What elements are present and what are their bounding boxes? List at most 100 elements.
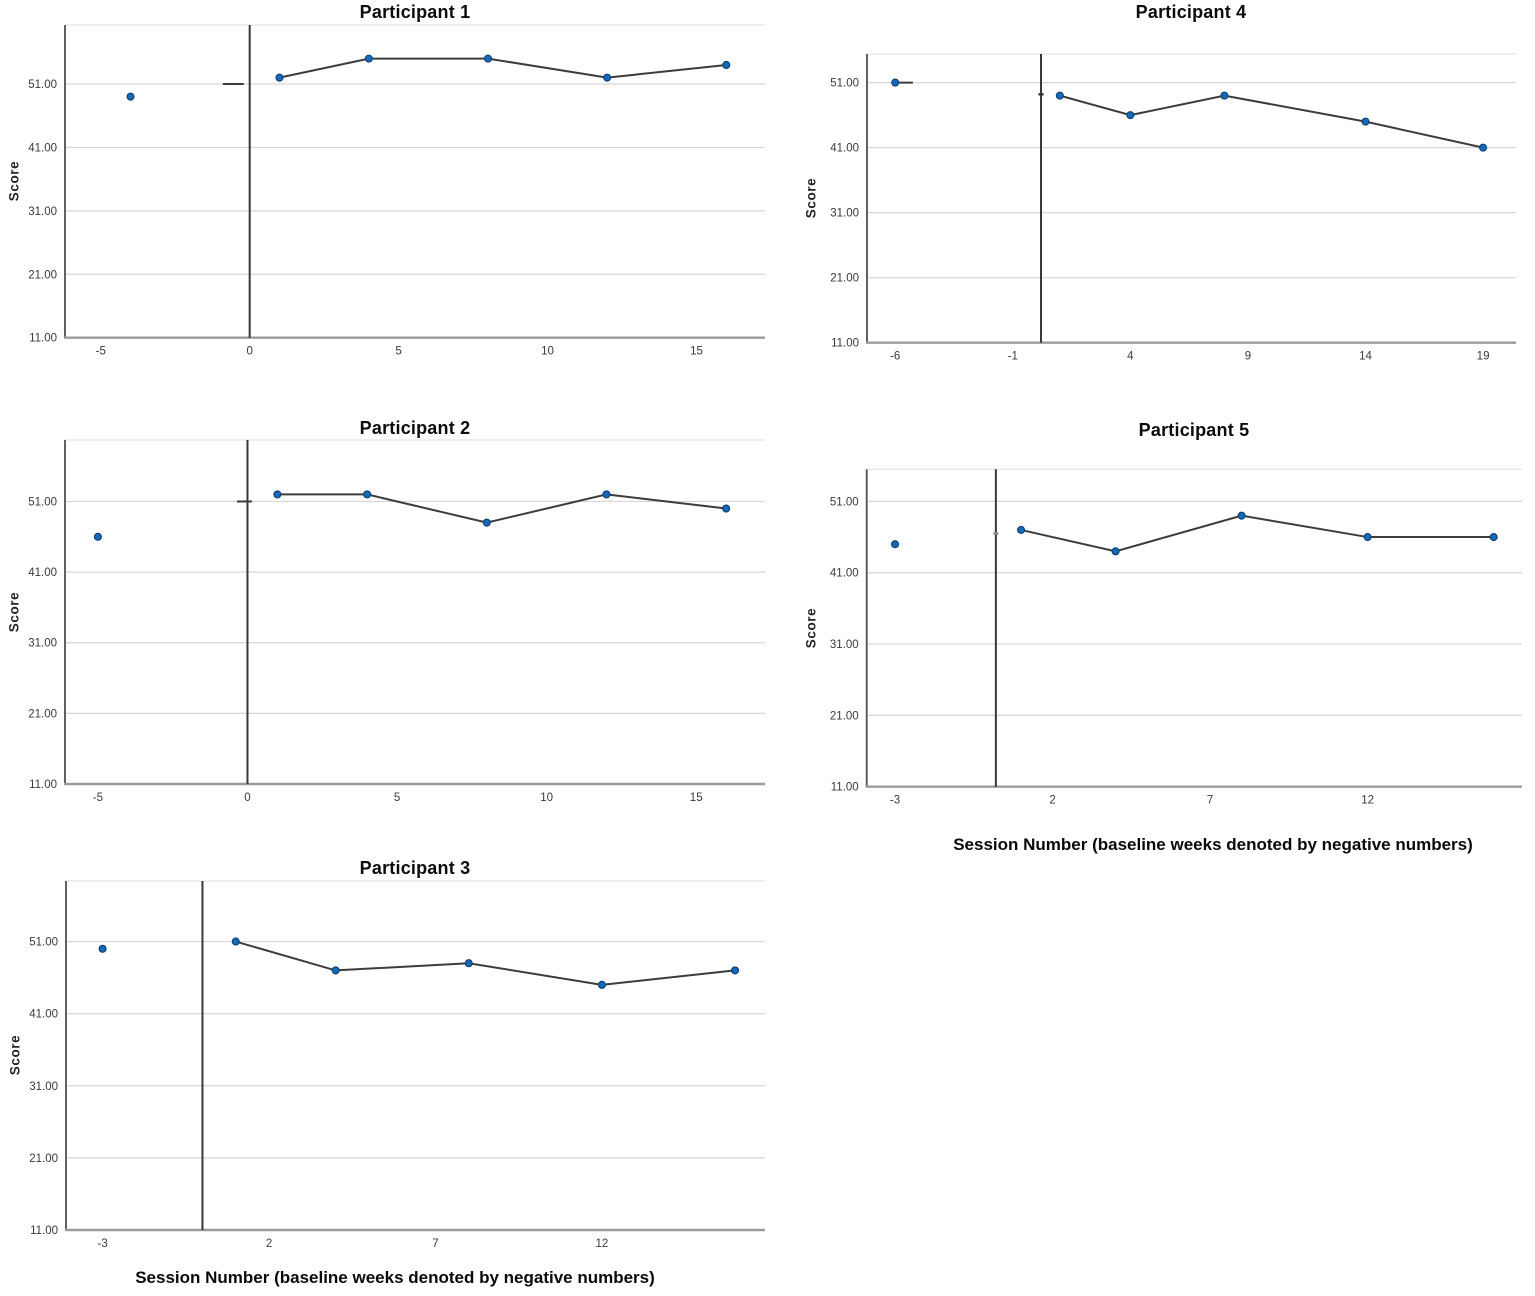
x-axis-caption-left: Session Number (baseline weeks denoted b…: [135, 1268, 655, 1287]
data-point: [231, 937, 240, 946]
data-point: [722, 60, 731, 70]
participant-5-chart: 51.00 41.00 31.00 21.00 11.00 -3 2 7 12: [830, 468, 1522, 807]
chart-title-participant-4: Participant 4: [1135, 2, 1247, 22]
x-tick-label: -5: [96, 346, 106, 358]
treatment-series-line: [235, 940, 736, 986]
chart-title-participant-2: Participant 2: [359, 418, 471, 438]
x-tick-label: 5: [394, 792, 400, 804]
data-point: [1363, 533, 1372, 542]
y-axis-label-participant-4: Score: [803, 177, 819, 219]
y-tick-label: 51.00: [28, 496, 57, 508]
y-axis-label-participant-2: Score: [6, 591, 22, 633]
y-tick-label: 41.00: [28, 567, 57, 579]
baseline-data-point: [891, 540, 900, 549]
data-point: [1017, 525, 1026, 534]
x-tick-label: 4: [1127, 351, 1134, 363]
y-tick-label: 21.00: [830, 710, 859, 722]
x-tick-label: 2: [1049, 795, 1055, 807]
data-point: [464, 959, 473, 968]
y-tick-label: 41.00: [29, 1009, 58, 1021]
y-tick-label: 51.00: [830, 496, 859, 508]
y-tick-label: 11.00: [29, 333, 57, 345]
x-tick-label: 0: [244, 792, 250, 804]
data-point: [364, 54, 373, 63]
y-tick-label: 41.00: [830, 568, 859, 580]
data-point: [275, 73, 284, 82]
y-axis-label-participant-5: Score: [803, 607, 819, 649]
data-point: [602, 490, 611, 499]
data-point: [1126, 111, 1135, 120]
data-point: [1111, 547, 1120, 556]
baseline-data-point: [93, 532, 102, 541]
data-point: [483, 54, 493, 63]
x-tick-label: 12: [596, 1238, 609, 1250]
x-axis-caption-right: Session Number (baseline weeks denoted b…: [953, 835, 1473, 854]
treatment-series-line: [279, 57, 727, 79]
chart-title-participant-5: Participant 5: [1138, 420, 1250, 440]
y-tick-label: 51.00: [830, 78, 859, 90]
data-point: [1220, 91, 1229, 100]
treatment-series-line: [1059, 94, 1484, 149]
data-point: [597, 980, 606, 989]
y-tick-label: 31.00: [830, 639, 859, 651]
y-tick-label: 41.00: [830, 143, 859, 155]
y-tick-label: 51.00: [29, 937, 58, 949]
y-tick-label: 11.00: [831, 782, 859, 794]
x-tick-label: 19: [1477, 351, 1490, 363]
y-tick-label: 31.00: [28, 206, 57, 218]
x-tick-label: 9: [1245, 351, 1251, 363]
baseline-data-point: [891, 78, 900, 87]
y-tick-label: 11.00: [30, 1225, 58, 1237]
y-axis-label-participant-3: Score: [7, 1034, 23, 1076]
y-tick-label: 31.00: [830, 208, 859, 220]
baseline-data-point: [98, 944, 107, 953]
y-axis-label-participant-1: Score: [6, 160, 22, 202]
x-tick-label: 14: [1359, 351, 1372, 363]
participant-2-chart: 51.00 41.00 31.00 21.00 11.00 -5 0 5 10 15: [28, 439, 765, 804]
data-point: [331, 966, 340, 975]
y-tick-label: 41.00: [28, 142, 57, 154]
x-tick-label: 2: [266, 1238, 272, 1250]
data-point: [482, 518, 491, 527]
data-point: [1361, 117, 1370, 126]
x-tick-label: 5: [395, 346, 401, 358]
x-tick-label: 12: [1361, 795, 1374, 807]
y-tick-label: 21.00: [28, 269, 57, 281]
y-tick-label: 31.00: [29, 1081, 58, 1093]
data-point: [363, 490, 372, 499]
x-tick-label: 7: [432, 1238, 438, 1250]
y-tick-label: 11.00: [29, 779, 57, 791]
x-tick-label: 15: [690, 792, 703, 804]
x-tick-label: -3: [890, 795, 900, 807]
x-tick-label: 15: [690, 346, 703, 358]
data-point: [722, 504, 731, 513]
treatment-series-line: [277, 493, 727, 524]
participant-4-chart: 51.00 41.00 31.00 21.00 11.00 -6 -1 4 9 14 19: [830, 53, 1516, 363]
x-tick-label: -5: [93, 792, 103, 804]
data-point: [1237, 511, 1246, 520]
treatment-series-line: [1020, 514, 1494, 553]
x-tick-label: 10: [541, 346, 554, 358]
x-tick-label: -6: [890, 351, 900, 363]
x-tick-label: 10: [540, 792, 553, 804]
data-point: [1055, 91, 1064, 100]
x-tick-label: 0: [246, 346, 252, 358]
x-tick-label: 7: [1207, 795, 1213, 807]
y-tick-label: 11.00: [831, 338, 859, 350]
y-tick-label: 31.00: [28, 638, 57, 650]
data-point: [603, 73, 612, 82]
y-tick-label: 21.00: [28, 708, 57, 720]
data-point: [1479, 143, 1488, 152]
baseline-data-point: [126, 92, 135, 101]
y-tick-label: 21.00: [29, 1153, 58, 1165]
chart-title-participant-1: Participant 1: [359, 2, 471, 22]
data-point: [1489, 533, 1498, 542]
participant-3-chart: 51.00 41.00 31.00 21.00 11.00 -3 2 7 12: [29, 880, 765, 1250]
data-point: [730, 966, 740, 975]
chart-title-participant-3: Participant 3: [359, 858, 471, 878]
y-tick-label: 51.00: [28, 79, 57, 91]
data-point: [273, 490, 282, 499]
y-tick-label: 21.00: [830, 273, 859, 285]
